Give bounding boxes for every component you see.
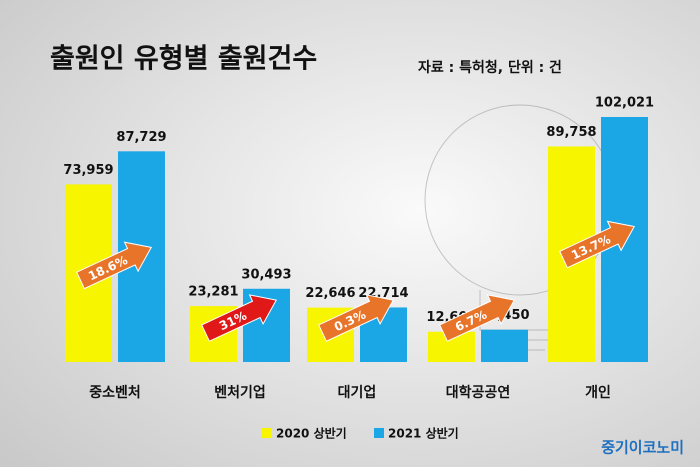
watermark: 중기이코노미 <box>601 439 684 457</box>
chart-title: 출원인 유형별 출원건수 <box>50 44 317 75</box>
x-tick-label: 대기업 <box>338 385 377 401</box>
x-tick-label: 벤처기업 <box>214 385 266 401</box>
value-label: 87,729 <box>116 130 166 145</box>
value-label: 22,646 <box>305 286 355 301</box>
arrow-shape <box>439 294 516 342</box>
value-label: 73,959 <box>63 163 113 178</box>
arrow-shape <box>76 241 153 290</box>
bar <box>481 329 528 362</box>
x-tick-label: 중소벤처 <box>89 385 141 401</box>
x-tick-label: 대학공공연 <box>446 385 510 401</box>
chart-subtitle: 자료 : 특허청, 단위 : 건 <box>418 59 562 76</box>
value-label: 89,758 <box>546 125 596 140</box>
arrow-shape <box>559 220 636 269</box>
value-label: 30,493 <box>241 267 291 282</box>
legend-label: 2021 상반기 <box>388 426 459 441</box>
value-label: 23,281 <box>188 285 238 300</box>
arrow-shape <box>201 294 278 342</box>
legend-label: 2020 상반기 <box>276 426 347 441</box>
x-tick-label: 개인 <box>585 384 611 401</box>
value-label: 102,021 <box>595 96 654 111</box>
arrow-shape <box>318 294 395 342</box>
legend-swatch <box>262 428 272 438</box>
legend-swatch <box>374 428 384 438</box>
